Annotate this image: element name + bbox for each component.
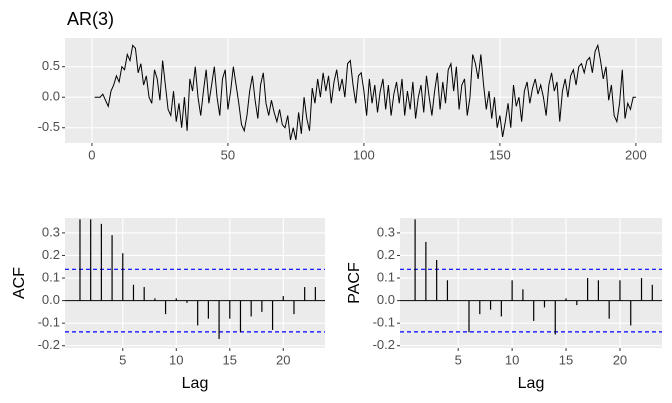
x-axis-label: Lag xyxy=(518,375,545,392)
y-tick-label: -0.2 xyxy=(373,337,395,352)
y-tick-label: 0.5 xyxy=(42,58,60,73)
y-tick-label: -0.1 xyxy=(373,315,395,330)
y-tick-label: 0.2 xyxy=(377,247,395,262)
x-tick-label: 15 xyxy=(559,352,573,367)
y-tick-label: 0.1 xyxy=(377,269,395,284)
y-tick-label: 0.3 xyxy=(42,224,60,239)
y-tick-label: 0.0 xyxy=(42,89,60,104)
y-tick-label: 0.2 xyxy=(42,247,60,262)
x-tick-label: 15 xyxy=(223,352,237,367)
y-tick-label: 0.0 xyxy=(377,292,395,307)
y-tick-label: -0.5 xyxy=(38,119,60,134)
x-tick-label: 100 xyxy=(353,147,375,162)
series-line xyxy=(94,43,636,141)
y-tick-label: 0.1 xyxy=(42,269,60,284)
y-tick-label: 0.0 xyxy=(42,292,60,307)
panel xyxy=(400,218,662,348)
x-tick-label: 20 xyxy=(276,352,290,367)
y-tick-label: 0.3 xyxy=(377,224,395,239)
y-tick-label: -0.1 xyxy=(38,315,60,330)
x-tick-label: 150 xyxy=(489,147,511,162)
x-axis-label: Lag xyxy=(182,375,209,392)
y-axis-label: ACF xyxy=(11,267,28,299)
x-tick-label: 10 xyxy=(505,352,519,367)
x-tick-label: 5 xyxy=(455,352,462,367)
chart-title: AR(3) xyxy=(67,9,114,29)
x-tick-label: 5 xyxy=(119,352,126,367)
panel xyxy=(65,218,325,348)
x-tick-label: 10 xyxy=(169,352,183,367)
y-axis-label: PACF xyxy=(346,262,363,304)
y-tick-label: -0.2 xyxy=(38,337,60,352)
x-tick-label: 200 xyxy=(625,147,647,162)
x-tick-label: 0 xyxy=(88,147,95,162)
x-tick-label: 50 xyxy=(221,147,235,162)
x-tick-label: 20 xyxy=(613,352,627,367)
